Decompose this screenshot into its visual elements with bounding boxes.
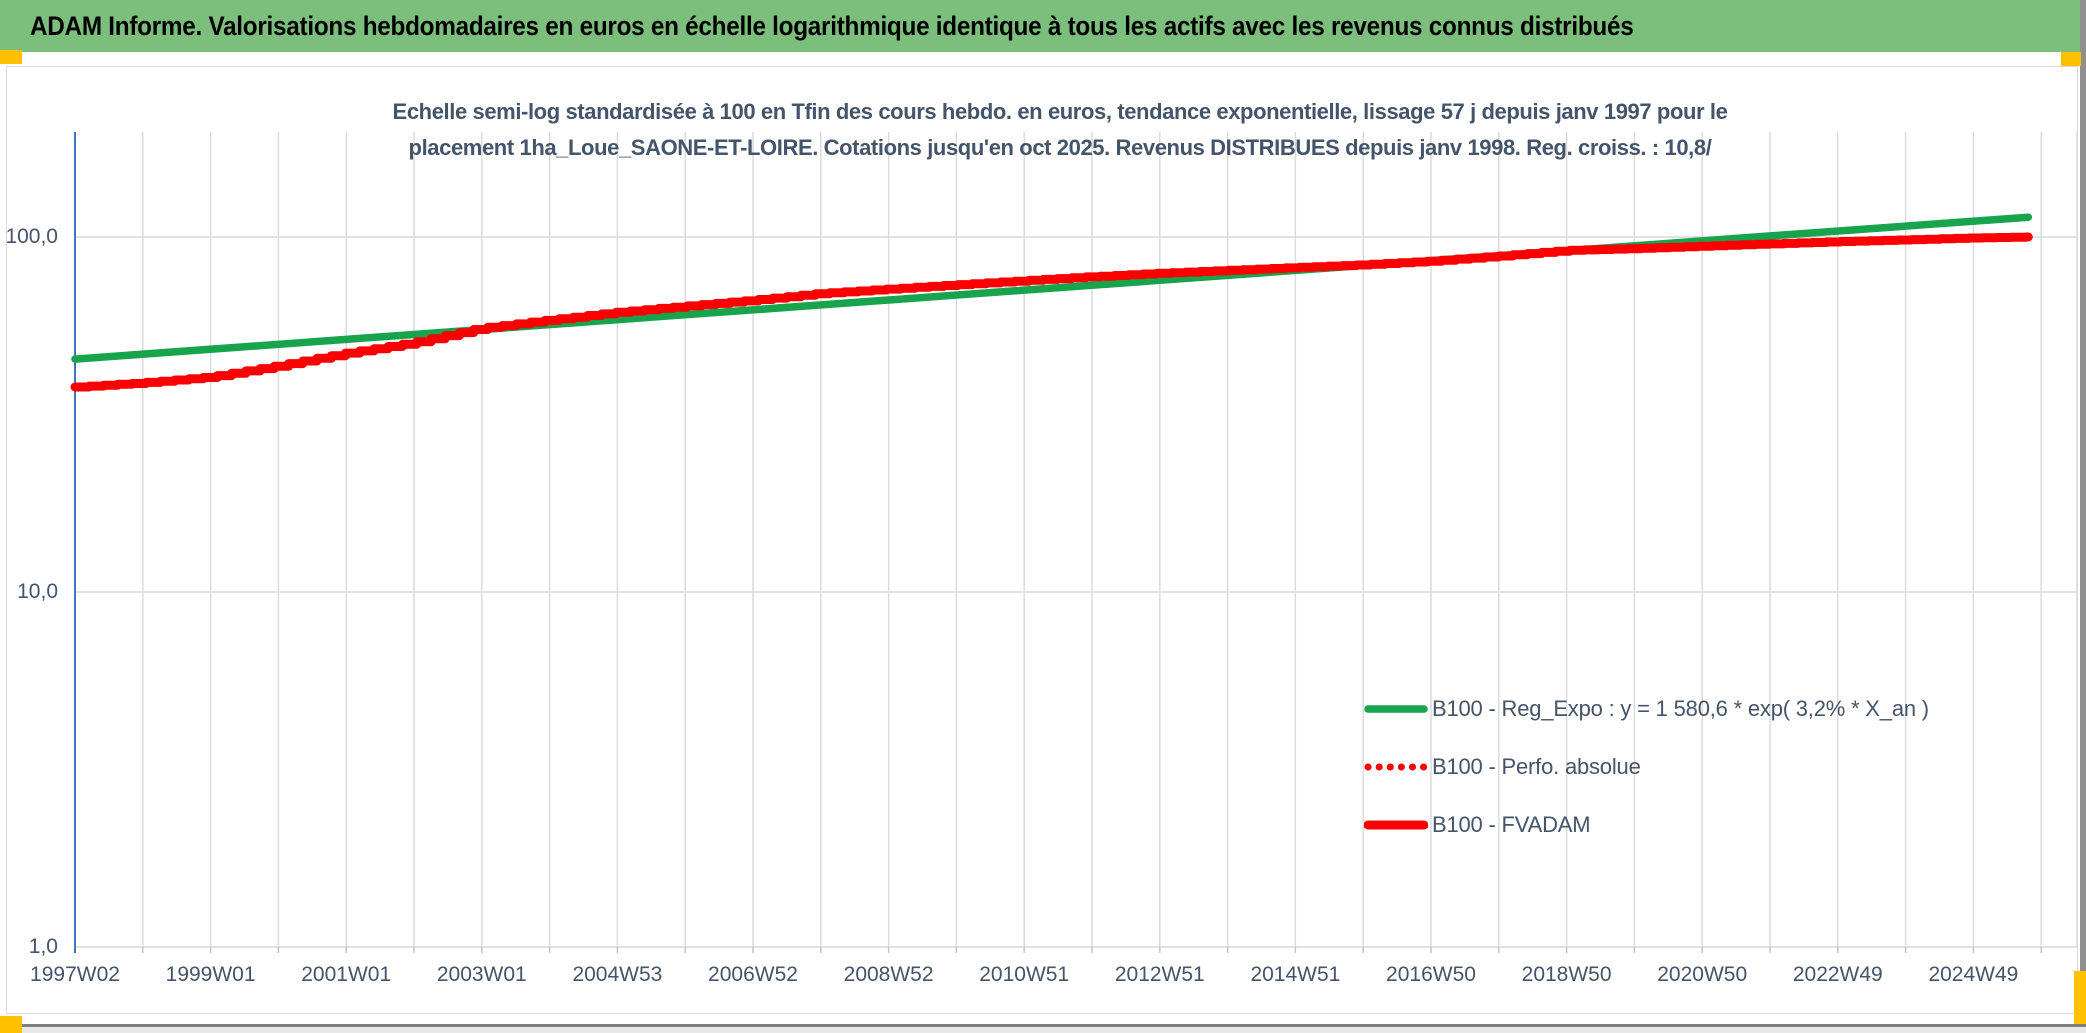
- y-axis-label: 100,0: [5, 225, 58, 248]
- amber-accent-top-right: [2061, 52, 2081, 66]
- bottom-strip: [0, 1027, 2086, 1033]
- legend-marker-dotted-icon: [1364, 763, 1428, 771]
- bottom-divider-line: [0, 1024, 2086, 1027]
- legend-label: B100 - FVADAM: [1432, 812, 1591, 837]
- series-2-line: [70, 232, 2033, 392]
- x-axis-label: 2016W50: [1386, 963, 1476, 986]
- x-axis-label: 2001W01: [301, 963, 392, 986]
- x-axis-label: 1997W02: [30, 963, 120, 986]
- series-0-line: [71, 213, 2033, 363]
- x-axis-label: 2014W51: [1250, 963, 1341, 986]
- x-axis-label: 2010W51: [979, 963, 1070, 986]
- legend-label: B100 - Reg_Expo : y = 1 580,6 * exp( 3,2…: [1432, 696, 1929, 721]
- header-bar: ADAM Informe. Valorisations hebdomadaire…: [0, 0, 2080, 52]
- chart-title-line-2: placement 1ha_Loue_SAONE-ET-LOIRE. Cotat…: [408, 135, 1712, 160]
- y-axis-label: 10,0: [17, 580, 58, 603]
- amber-accent-bottom-right: [2074, 971, 2086, 1024]
- amber-accent-bottom-left: [0, 1016, 22, 1033]
- x-axis-label: 2012W51: [1114, 963, 1205, 986]
- x-axis-label: 2018W50: [1521, 963, 1612, 986]
- series-1-line: [71, 233, 2032, 391]
- x-axis-label: 2020W50: [1657, 963, 1748, 986]
- header-title: ADAM Informe. Valorisations hebdomadaire…: [30, 10, 1634, 41]
- window-right-edge: [2080, 0, 2086, 1033]
- x-axis-label: 2022W49: [1792, 963, 1883, 986]
- chart-region: [6, 66, 2078, 1014]
- amber-accent-top-left: [0, 50, 22, 64]
- legend-item-2: B100 - FVADAM: [1364, 805, 1929, 845]
- x-axis-label: 2003W01: [436, 963, 527, 986]
- legend-marker-solid-icon: [1364, 705, 1428, 713]
- x-axis-label: 2004W53: [572, 963, 663, 986]
- y-axis-label: 1,0: [28, 935, 58, 958]
- x-axis-label: 2008W52: [843, 963, 934, 986]
- x-axis-label: 2024W49: [1928, 963, 2019, 986]
- legend-marker-solid-icon: [1364, 820, 1428, 830]
- legend-item-0: B100 - Reg_Expo : y = 1 580,6 * exp( 3,2…: [1364, 689, 1929, 729]
- legend-label: B100 - Perfo. absolue: [1432, 754, 1641, 779]
- chart-legend: B100 - Reg_Expo : y = 1 580,6 * exp( 3,2…: [1364, 689, 1929, 863]
- x-axis-label: 2006W52: [708, 963, 798, 986]
- legend-item-1: B100 - Perfo. absolue: [1364, 747, 1929, 787]
- x-axis-label: 1999W01: [165, 963, 256, 986]
- chart-title-line-1: Echelle semi-log standardisée à 100 en T…: [392, 99, 1728, 124]
- chart-title: Echelle semi-log standardisée à 100 en T…: [230, 94, 1890, 166]
